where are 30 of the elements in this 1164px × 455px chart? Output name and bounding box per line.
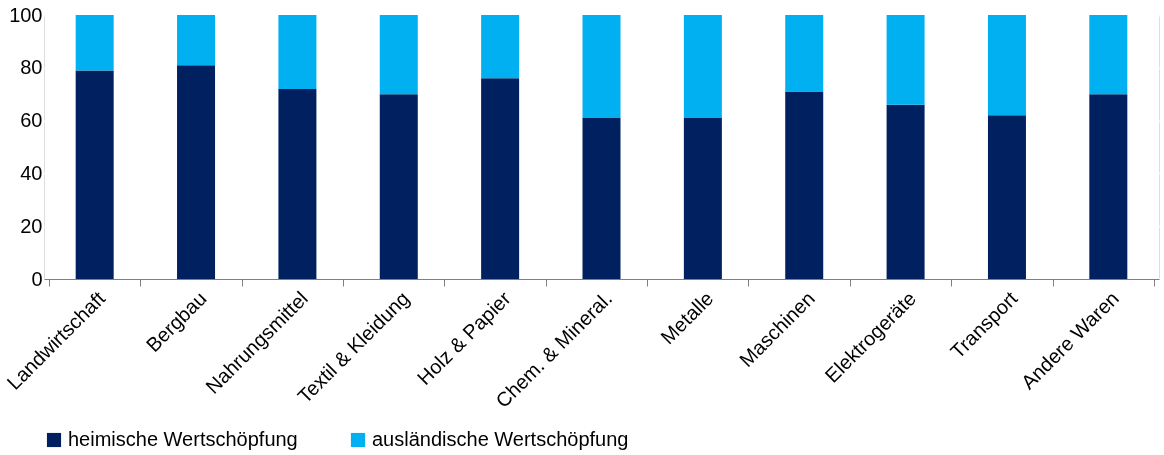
bar: [75, 15, 114, 71]
bar: [582, 117, 621, 279]
bar: [886, 104, 925, 279]
bar: [379, 15, 418, 95]
bar: [481, 78, 520, 279]
bar: [177, 15, 216, 66]
bar: [1089, 94, 1128, 279]
bar: [379, 94, 418, 279]
y-tick-label: 60: [20, 109, 43, 132]
bar: [1089, 15, 1128, 95]
y-tick-label: 100: [9, 3, 43, 26]
bar: [177, 65, 216, 279]
bar: [987, 115, 1026, 279]
bar: [987, 15, 1026, 116]
bar: [75, 70, 114, 279]
y-tick-label: 0: [31, 267, 43, 290]
bar: [582, 15, 621, 118]
y-tick-label: 20: [20, 214, 43, 237]
bar: [683, 15, 722, 118]
bar: [683, 117, 722, 279]
bar: [785, 91, 824, 279]
legend-label: heimische Wertschöpfung: [68, 428, 298, 450]
bar: [481, 15, 520, 79]
bar: [278, 15, 317, 89]
y-tick-label: 80: [20, 56, 43, 79]
y-tick-label: 40: [20, 161, 43, 184]
bar: [278, 88, 317, 279]
bar: [785, 15, 824, 92]
legend-label: ausländische Wertschöpfung: [372, 428, 629, 450]
bar: [886, 15, 925, 105]
